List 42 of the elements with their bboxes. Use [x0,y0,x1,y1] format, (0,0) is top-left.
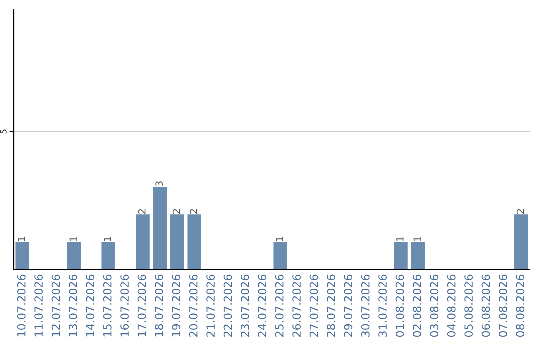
data-label: 1 [396,237,404,242]
x-tick-label: 28.07.2026 [327,274,336,337]
x-tick-label: 01.08.2026 [396,274,404,338]
x-tick-label: 11.07.2026 [34,274,44,337]
x-tick-label: 24.07.2026 [258,274,267,337]
x-tick-label: 07.08.2026 [499,274,508,338]
data-label: 2 [172,209,180,214]
x-tick-label: 23.07.2026 [241,274,250,337]
x-tick-label: 17.07.2026 [138,274,146,337]
x-tick-label: 14.07.2026 [86,274,95,337]
x-tick-label: 16.07.2026 [120,274,130,337]
data-label: 1 [276,237,284,242]
x-tick-label: 29.07.2026 [344,274,353,337]
x-tick-label: 02.08.2026 [413,274,422,338]
x-tick-label: 27.07.2026 [310,274,318,337]
data-label: 2 [138,209,146,214]
data-label: 1 [104,237,112,242]
x-tick-label: 21.07.2026 [206,274,216,337]
x-tick-label: 08.08.2026 [516,274,525,338]
x-tick-label: 30.07.2026 [361,274,370,337]
x-tick-label: 31.07.2026 [378,274,388,337]
data-label: 3 [156,182,164,186]
y-tick-label: 5 [0,130,7,134]
data-label: 1 [414,237,421,242]
x-tick-label: 06.08.2026 [482,274,490,338]
x-tick-label: 25.07.2026 [275,274,284,337]
data-label: 1 [70,237,77,242]
x-tick-label: 04.08.2026 [447,274,456,338]
x-tick-label: 15.07.2026 [103,274,112,337]
x-tick-label: 18.07.2026 [155,274,164,337]
x-tick-label: 12.07.2026 [52,274,60,337]
x-tick-label: 03.08.2026 [430,274,439,338]
x-tick-label: 19.07.2026 [172,274,181,337]
x-tick-label: 20.07.2026 [189,274,198,337]
data-label: 2 [190,209,198,214]
data-label: 2 [516,209,524,214]
x-tick-label: 05.08.2026 [464,274,474,338]
data-label: 1 [18,237,26,242]
x-tick-label: 26.07.2026 [292,274,302,337]
x-tick-label: 10.07.2026 [17,274,26,337]
x-tick-label: 13.07.2026 [69,274,78,337]
x-tick-label: 22.07.2026 [224,274,232,337]
